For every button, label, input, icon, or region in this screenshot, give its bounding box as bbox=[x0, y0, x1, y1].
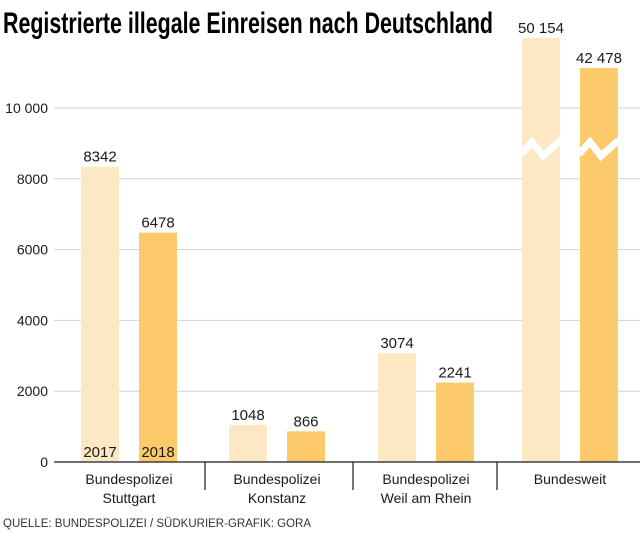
value-label: 50 154 bbox=[518, 20, 564, 37]
bar-2018 bbox=[436, 382, 474, 462]
y-tick-label: 6000 bbox=[17, 242, 48, 258]
category-label: Stuttgart bbox=[103, 490, 156, 506]
legend-label-2018: 2018 bbox=[141, 444, 174, 461]
value-label: 866 bbox=[293, 413, 318, 430]
y-tick-label: 8000 bbox=[17, 171, 48, 187]
bar-2018 bbox=[580, 68, 618, 462]
category-label: Bundespolizei bbox=[85, 471, 172, 487]
bar-2017 bbox=[81, 166, 119, 462]
chart-title: Registrierte illegale Einreisen nach Deu… bbox=[3, 7, 493, 40]
y-tick-label: 0 bbox=[40, 454, 48, 470]
axis-break-mark bbox=[576, 136, 622, 162]
source-note: QUELLE: BUNDESPOLIZEI / SÜDKURIER-GRAFIK… bbox=[3, 518, 311, 530]
y-tick-label: 10 000 bbox=[5, 100, 48, 116]
bars-layer bbox=[81, 38, 622, 462]
bar-2018 bbox=[139, 232, 177, 462]
y-tick-label: 2000 bbox=[17, 383, 48, 399]
bar-2017 bbox=[522, 38, 560, 462]
axis-break-mark bbox=[518, 136, 564, 162]
y-tick-label: 4000 bbox=[17, 312, 48, 328]
value-label: 8342 bbox=[83, 149, 116, 166]
value-label: 2241 bbox=[438, 365, 471, 382]
category-label: Weil am Rhein bbox=[381, 490, 472, 506]
value-label: 6478 bbox=[141, 215, 174, 232]
value-label: 3074 bbox=[380, 335, 413, 352]
value-label: 42 478 bbox=[576, 50, 622, 67]
category-label: Konstanz bbox=[248, 490, 306, 506]
category-label: Bundespolizei bbox=[233, 471, 320, 487]
bar-2018 bbox=[287, 431, 325, 462]
category-label: Bundesweit bbox=[534, 471, 606, 487]
bar-2017 bbox=[229, 424, 267, 462]
value-label: 1048 bbox=[231, 407, 264, 424]
bar-2017 bbox=[378, 353, 416, 462]
category-label: Bundespolizei bbox=[382, 471, 469, 487]
labels-layer: 8342 6478 1048 866 3074 2241 50 154 42 478 2017 2… bbox=[83, 20, 622, 506]
axis-layer: 0 2000 4000 6000 8000 10 000 bbox=[5, 100, 640, 490]
legend-label-2017: 2017 bbox=[83, 444, 116, 461]
